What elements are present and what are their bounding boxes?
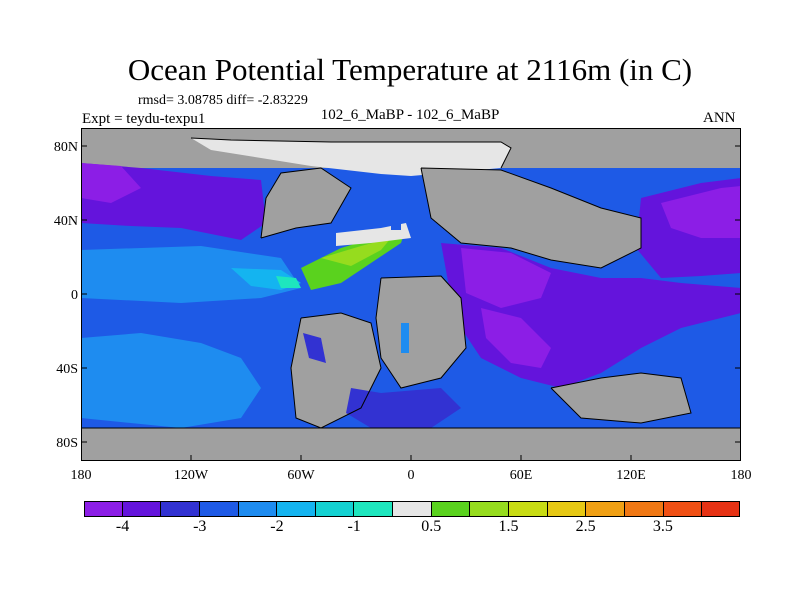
atlantic-warmer (321, 238, 391, 266)
indian-coldest (481, 308, 551, 368)
colorbar-swatch (161, 501, 200, 517)
colorbar-swatch (663, 501, 703, 517)
tick-marks (81, 145, 741, 461)
colorbar-tick-label: 3.5 (652, 518, 673, 535)
colorbar-swatch (199, 501, 239, 517)
map-title: Ocean Potential Temperature at 2116m (in… (127, 52, 693, 87)
colorbar-swatch (431, 501, 471, 517)
colorbar-swatch (470, 501, 510, 517)
colorbar-tick-label: -1 (347, 518, 361, 535)
colorbar-swatch (393, 501, 432, 517)
colorbar-tick-label: -4 (115, 518, 130, 535)
tethys-coldest (461, 248, 551, 308)
lat-tick-label: 0 (71, 288, 78, 303)
antarctica-land (81, 428, 741, 461)
eurasia-land (421, 168, 641, 268)
lon-tick-label: 120E (616, 468, 646, 483)
lon-tick-label: 60E (509, 468, 533, 483)
colorbar-tick-label: -2 (270, 518, 284, 535)
colorbar-swatch (277, 501, 316, 517)
equatorial-pacific-band (81, 246, 301, 303)
season-label: ANN (703, 110, 736, 126)
colorbar-tick-label: 2.5 (575, 518, 596, 535)
lat-tick-label: 40S (56, 362, 78, 377)
experiment-label: Expt = teydu-texpu1 (82, 111, 206, 127)
north-pacific-coldest (81, 163, 141, 203)
lat-tick-label: 80S (56, 436, 78, 451)
colorbar-swatch (238, 501, 278, 517)
lon-tick-label: 0 (407, 468, 415, 483)
lon-tick-label: 60W (287, 468, 315, 483)
south-pacific-coast-cold (303, 333, 326, 363)
colorbar-swatch (624, 501, 664, 517)
colorbar-swatch (354, 501, 394, 517)
australia-antarctica-land (551, 373, 691, 423)
lon-tick-label: 180 (70, 468, 92, 483)
equatorial-warm-2 (276, 276, 301, 288)
colorbar-swatch (122, 501, 162, 517)
colorbar-swatch (547, 501, 587, 517)
colorbar-swatch (702, 501, 740, 517)
south-atlantic-cold (346, 388, 461, 428)
map-svg (81, 128, 741, 461)
colorbar-swatch (315, 501, 355, 517)
coastlines (81, 137, 741, 429)
colorbar-tick-label: 0.5 (421, 518, 442, 535)
map-panel (81, 128, 741, 461)
colorbar (84, 501, 740, 517)
north-america-land (261, 168, 351, 238)
stats-line: rmsd= 3.08785 diff= -2.83229 (138, 93, 308, 108)
lat-tick-label: 80N (53, 140, 78, 155)
colorbar-swatch (586, 501, 625, 517)
period-label: 102_6_MaBP - 102_6_MaBP (320, 107, 500, 123)
lon-tick-label: 120W (173, 468, 209, 483)
mozambique-band (401, 323, 409, 353)
colorbar-tick-label: -3 (193, 518, 207, 535)
colorbar-tick-label: 1.5 (498, 518, 519, 535)
lon-tick-label: 180 (730, 468, 752, 483)
colorbar-swatch (84, 501, 123, 517)
arctic-ice (191, 138, 511, 176)
north-pacific-east-coldest (661, 186, 741, 238)
lat-tick-label: 40N (53, 214, 78, 229)
colorbar-swatch (509, 501, 548, 517)
arctic-strait (391, 208, 401, 230)
south-pacific-band (81, 333, 261, 428)
africa-land (376, 276, 466, 388)
